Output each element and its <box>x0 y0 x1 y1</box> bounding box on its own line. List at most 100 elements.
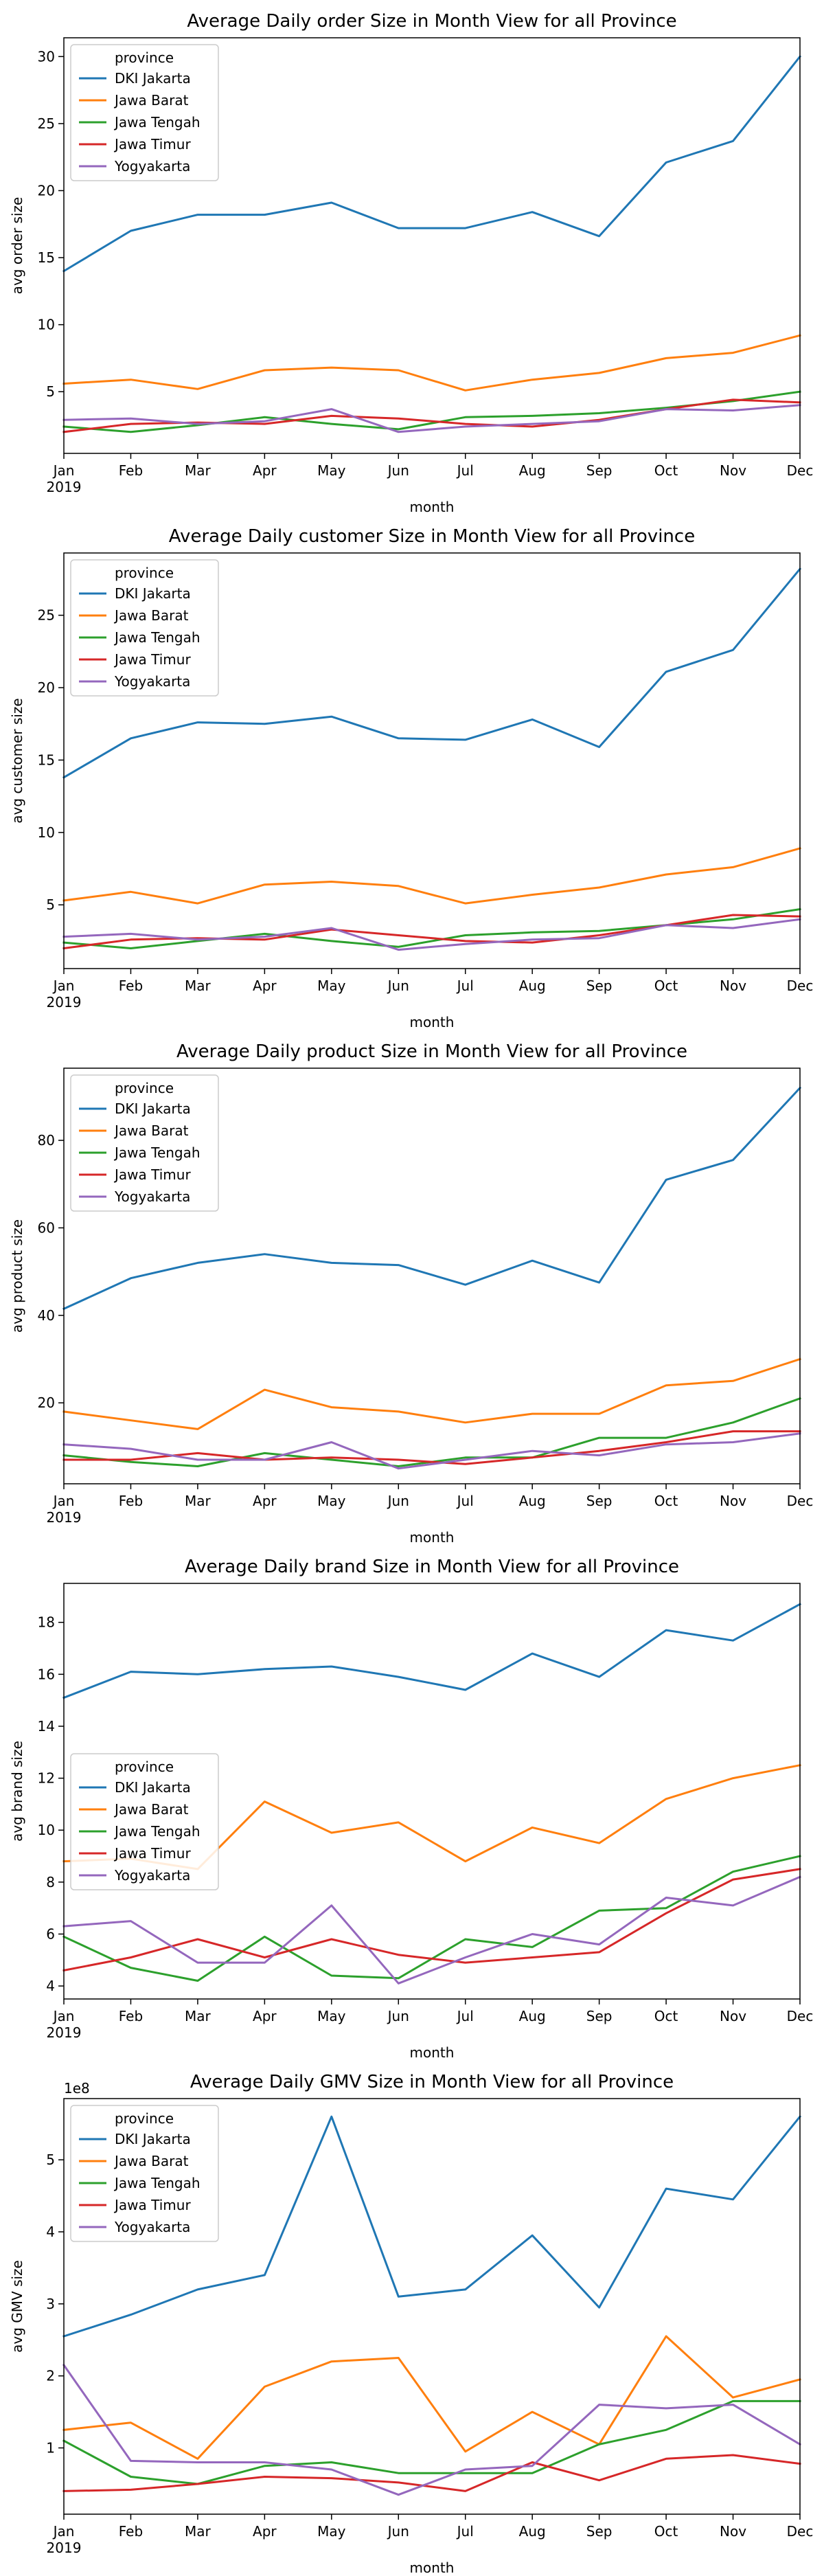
y-tick-label: 5 <box>46 383 55 400</box>
plot-frame <box>63 37 801 454</box>
x-year-label: 2019 <box>47 479 82 495</box>
x-tick-label: Jun <box>387 462 409 479</box>
legend-title: province <box>115 565 174 581</box>
x-tick-label: Sep <box>586 978 613 994</box>
y-tick-label: 8 <box>46 1874 55 1890</box>
x-tick-label: Apr <box>253 2008 277 2024</box>
legend-label: Jawa Timur <box>113 2197 191 2213</box>
legend-label: Jawa Tengah <box>113 2175 201 2191</box>
y-axis-label: avg GMV size <box>9 2260 25 2353</box>
legend-label: DKI Jakarta <box>115 70 191 87</box>
y-tick-label: 30 <box>38 48 55 65</box>
legend-label: Jawa Barat <box>113 1801 189 1818</box>
series-line-jawa-tengah <box>62 390 801 433</box>
y-tick-label: 60 <box>38 1219 55 1236</box>
legend: province DKI Jakarta Jawa Barat Jawa Tengah… <box>70 559 219 697</box>
series-line-yogyakarta <box>62 918 801 951</box>
x-tick-label: Feb <box>119 2523 143 2540</box>
legend-box <box>70 559 219 697</box>
x-tick-label: Mar <box>185 2523 211 2540</box>
legend-label: Yogyakarta <box>114 2219 190 2235</box>
y-tick-label: 20 <box>38 182 55 199</box>
y-tick-label: 40 <box>38 1307 55 1324</box>
series-line-jawa-timur <box>62 2454 801 2492</box>
series-line-dki-jakarta <box>62 1086 802 1311</box>
legend-label: Jawa Tengah <box>113 114 201 131</box>
x-tick-label: Dec <box>787 462 814 479</box>
series-line-jawa-timur <box>62 1868 801 1972</box>
y-axis-label: avg order size <box>9 197 25 295</box>
x-tick-label: Dec <box>787 2523 814 2540</box>
chart-title: Average Daily customer Size in Month Vie… <box>169 526 695 547</box>
x-tick-label: Aug <box>519 2523 546 2540</box>
chart-2: Average Daily customer Size in Month Vie… <box>9 526 813 1030</box>
x-tick-label: Nov <box>720 2523 746 2540</box>
x-year-label: 2019 <box>47 994 82 1010</box>
legend-label: Yogyakarta <box>114 673 190 690</box>
x-tick-label: May <box>317 1493 346 1509</box>
x-tick-label: Oct <box>654 978 678 994</box>
y-tick-label: 20 <box>38 679 55 696</box>
series-line-dki-jakarta <box>62 567 802 779</box>
legend-label: Jawa Timur <box>113 651 191 668</box>
x-tick-label: Jan <box>52 2523 75 2540</box>
x-tick-label: Oct <box>654 462 678 479</box>
y-tick-label: 25 <box>38 115 55 132</box>
legend-label: Yogyakarta <box>114 1867 190 1884</box>
y-axis-label: avg product size <box>9 1219 25 1333</box>
y-tick-label: 2 <box>46 2368 55 2384</box>
y-tick-label: 15 <box>38 752 55 768</box>
y-tick-label: 10 <box>38 1822 55 1838</box>
legend-label: Jawa Tengah <box>113 1823 201 1840</box>
legend-label: Jawa Timur <box>113 1845 191 1862</box>
series-line-dki-jakarta <box>62 55 802 273</box>
x-tick-label: Apr <box>253 462 277 479</box>
x-tick-label: Feb <box>119 2008 143 2024</box>
x-tick-label: Nov <box>720 2008 746 2024</box>
legend-label: Jawa Barat <box>113 2153 189 2169</box>
y-tick-label: 4 <box>46 1978 55 1994</box>
y-tick-label: 18 <box>38 1614 55 1631</box>
x-tick-label: Aug <box>519 462 546 479</box>
chart-5: Average Daily GMV Size in Month View for… <box>9 2072 814 2576</box>
legend-title: province <box>115 1080 174 1096</box>
x-tick-label: Nov <box>720 462 746 479</box>
y-tick-label: 1 <box>46 2440 55 2456</box>
x-tick-label: Oct <box>654 1493 678 1509</box>
legend: province DKI Jakarta Jawa Barat Jawa Tengah… <box>70 1753 219 1890</box>
series-line-yogyakarta <box>62 404 801 433</box>
legend-label: DKI Jakarta <box>115 585 191 602</box>
x-year-label: 2019 <box>47 2540 82 2556</box>
x-tick-label: Jun <box>387 1493 409 1509</box>
legend: province DKI Jakarta Jawa Barat Jawa Tengah… <box>70 1074 219 1212</box>
x-tick-label: Nov <box>720 1493 746 1509</box>
x-tick-label: Mar <box>185 1493 211 1509</box>
chart-title: Average Daily product Size in Month View… <box>176 1041 687 1062</box>
series-line-jawa-barat <box>62 1357 801 1430</box>
legend: province DKI Jakarta Jawa Barat Jawa Tengah… <box>70 2105 219 2242</box>
x-tick-label: Jan <box>52 978 75 994</box>
series-line-jawa-barat <box>62 2335 801 2460</box>
series-line-dki-jakarta <box>62 1603 802 1699</box>
legend-title: province <box>115 2110 174 2127</box>
legend-label: Jawa Barat <box>113 92 189 109</box>
x-axis-label: month <box>410 1529 455 1546</box>
y-tick-label: 4 <box>46 2224 55 2240</box>
x-tick-label: Jan <box>52 1493 75 1509</box>
y-tick-label: 6 <box>46 1925 55 1942</box>
y-tick-label: 12 <box>38 1770 55 1787</box>
plot-frame <box>63 2098 801 2515</box>
x-tick-label: Nov <box>720 978 746 994</box>
y-axis-label: avg brand size <box>9 1741 25 1842</box>
legend-label: Jawa Timur <box>113 136 191 152</box>
x-year-label: 2019 <box>47 1509 82 1526</box>
y-tick-label: 15 <box>38 249 55 266</box>
plot-frame <box>63 1583 801 2000</box>
x-tick-label: Feb <box>119 1493 143 1509</box>
x-tick-label: Mar <box>185 462 211 479</box>
x-tick-label: Sep <box>586 2008 613 2024</box>
x-tick-label: Jul <box>456 2523 474 2540</box>
x-tick-label: Feb <box>119 978 143 994</box>
legend: province DKI Jakarta Jawa Barat Jawa Tengah… <box>70 44 219 181</box>
x-tick-label: Jul <box>456 1493 474 1509</box>
